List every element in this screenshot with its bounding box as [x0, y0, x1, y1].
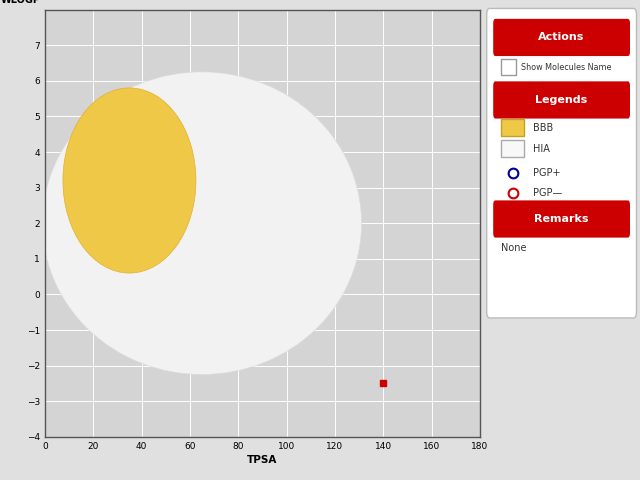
FancyBboxPatch shape: [487, 9, 636, 318]
FancyBboxPatch shape: [493, 82, 630, 119]
Text: PGP—: PGP—: [533, 188, 562, 198]
X-axis label: TPSA: TPSA: [247, 455, 278, 465]
Text: Show Molecules Name: Show Molecules Name: [521, 62, 612, 72]
Y-axis label: WLOGP: WLOGP: [1, 0, 41, 5]
Text: None: None: [501, 243, 527, 253]
Ellipse shape: [63, 88, 196, 273]
Text: PGP+: PGP+: [533, 168, 560, 178]
FancyBboxPatch shape: [501, 140, 524, 157]
FancyBboxPatch shape: [493, 19, 630, 56]
Ellipse shape: [42, 72, 362, 374]
FancyBboxPatch shape: [501, 59, 516, 75]
Text: Actions: Actions: [538, 33, 585, 42]
Text: Remarks: Remarks: [534, 214, 589, 224]
Text: HIA: HIA: [533, 144, 550, 154]
FancyBboxPatch shape: [501, 119, 524, 136]
Text: Legends: Legends: [536, 95, 588, 105]
FancyBboxPatch shape: [493, 201, 630, 238]
Text: BBB: BBB: [533, 123, 553, 133]
